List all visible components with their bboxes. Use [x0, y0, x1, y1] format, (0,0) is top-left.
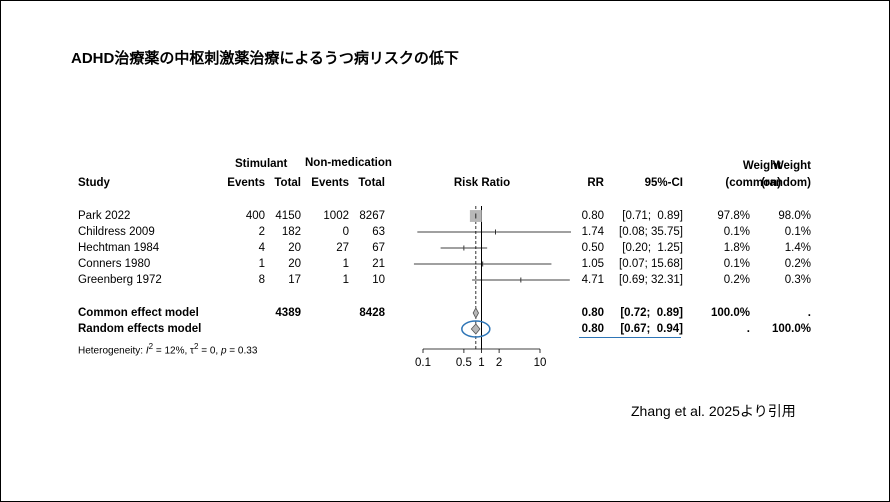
rr-value: 0.50: [581, 242, 604, 254]
s-total: 4150: [275, 210, 301, 222]
common-n-total: 8428: [359, 307, 385, 319]
n-events: 0: [342, 226, 349, 238]
header-s-events: Events: [227, 177, 265, 189]
common-weight-random: .: [807, 307, 811, 319]
citation: Zhang et al. 2025より引用: [631, 403, 796, 419]
header-n-total: Total: [358, 177, 385, 189]
header-s-total: Total: [274, 177, 301, 189]
header-n-events: Events: [311, 177, 349, 189]
weight-common: 97.8%: [717, 210, 750, 222]
random-highlight-underline: [579, 337, 681, 338]
weight-common: 0.1%: [723, 258, 750, 270]
s-events: 1: [258, 258, 265, 270]
weight-random: 0.3%: [784, 274, 811, 286]
heterogeneity-text: Heterogeneity: I2 = 12%, τ2 = 0, p = 0.3…: [78, 342, 258, 357]
study-name: Greenberg 1972: [78, 274, 162, 286]
n-total: 21: [372, 258, 385, 270]
n-events: 27: [336, 242, 349, 254]
header-random: (random): [761, 177, 811, 189]
header-rr: RR: [587, 177, 604, 189]
weight-random: 0.1%: [784, 226, 811, 238]
ci-value: [0.20; 1.25]: [622, 242, 683, 254]
n-total: 8267: [359, 210, 385, 222]
s-total: 182: [281, 226, 301, 238]
common-effect-diamond: [472, 307, 479, 319]
random-highlight-ellipse: [461, 320, 491, 338]
random-effects-diamond: [470, 323, 481, 335]
weight-common: 0.2%: [723, 274, 750, 286]
study-name: Park 2022: [78, 210, 131, 222]
x-axis-tick-label-4: 10: [534, 357, 547, 369]
random-rr: 0.80: [581, 323, 604, 335]
ci-value: [0.71; 0.89]: [622, 210, 683, 222]
weight-random: 98.0%: [778, 210, 811, 222]
rr-value: 1.05: [581, 258, 604, 270]
header-nonmed: Non-medication: [305, 157, 392, 169]
header-study: Study: [78, 177, 110, 189]
common-s-total: 4389: [275, 307, 301, 319]
random-weight-common: .: [746, 323, 750, 335]
n-total: 63: [372, 226, 385, 238]
study-name: Hechtman 1984: [78, 242, 160, 254]
ci-value: [0.08; 35.75]: [619, 226, 683, 238]
common-label: Common effect model: [78, 307, 199, 319]
weight-random: 1.4%: [784, 242, 811, 254]
s-events: 4: [258, 242, 265, 254]
n-total: 67: [372, 242, 385, 254]
common-rr: 0.80: [581, 307, 604, 319]
study-name: Conners 1980: [78, 258, 151, 270]
s-events: 400: [245, 210, 265, 222]
s-events: 2: [258, 226, 265, 238]
slide-title: ADHD治療薬の中枢刺激薬治療によるうつ病リスクの低下: [71, 50, 459, 67]
s-total: 20: [288, 258, 301, 270]
forest-plot: 0.1 0.5 1 2 10: [413, 206, 571, 369]
n-total: 10: [372, 274, 385, 286]
n-events: 1: [342, 274, 349, 286]
random-weight-random: 100.0%: [771, 323, 811, 335]
weight-random: 0.2%: [784, 258, 811, 270]
n-events: 1002: [323, 210, 349, 222]
s-total: 17: [288, 274, 301, 286]
header-common: (common): [725, 177, 781, 189]
s-events: 8: [258, 274, 265, 286]
x-axis-tick-label-3: 2: [496, 357, 502, 369]
common-ci: [0.72; 0.89]: [620, 307, 683, 319]
ci-value: [0.69; 32.31]: [619, 274, 683, 286]
header-weight-random: Weight: [772, 160, 811, 172]
x-axis-tick-label-1: 0.5: [456, 357, 472, 369]
rr-value: 0.80: [581, 210, 604, 222]
weight-common: 0.1%: [723, 226, 750, 238]
header-stimulant: Stimulant: [235, 158, 288, 170]
header-risk-ratio: Risk Ratio: [453, 177, 511, 189]
ci-value: [0.07; 15.68]: [619, 258, 683, 270]
weight-common: 1.8%: [723, 242, 750, 254]
header-ci: 95%-CI: [644, 177, 683, 189]
header-weight-common: Weight: [742, 160, 781, 172]
study-name: Childress 2009: [78, 226, 155, 238]
random-ci: [0.67; 0.94]: [620, 323, 683, 335]
s-total: 20: [288, 242, 301, 254]
rr-value: 4.71: [581, 274, 604, 286]
x-axis-tick-label-2: 1: [478, 357, 484, 369]
rr-value: 1.74: [581, 226, 604, 238]
random-label: Random effects model: [78, 323, 202, 335]
common-weight-common: 100.0%: [710, 307, 750, 319]
x-axis-tick-label-0: 0.1: [415, 357, 431, 369]
n-events: 1: [342, 258, 349, 270]
